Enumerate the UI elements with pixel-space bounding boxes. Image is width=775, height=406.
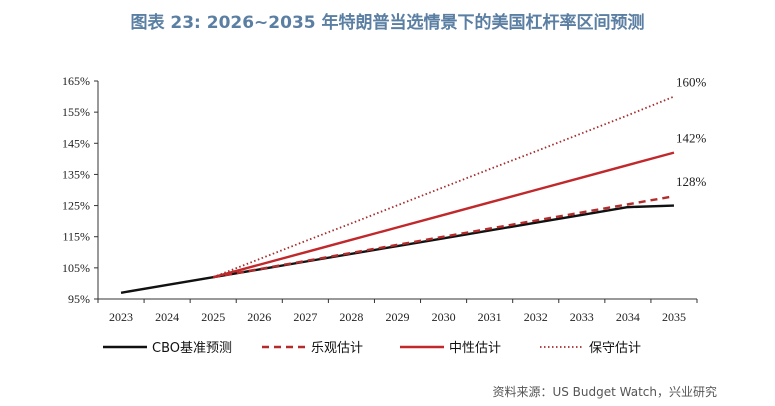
end-labels: 160% 142% 128% — [676, 75, 707, 190]
series-line — [120, 204, 675, 294]
y-axis-ticks: 95% 105% 115% 125% 135% 145% 155% 165% — [62, 74, 98, 306]
y-tick-label: 155% — [62, 105, 90, 119]
y-tick-label: 145% — [62, 136, 90, 150]
y-tick-label: 105% — [62, 261, 90, 275]
legend-label: CBO基准预测 — [152, 341, 232, 356]
end-value-label: 160% — [676, 75, 707, 90]
y-tick-label: 125% — [62, 199, 90, 213]
series-line — [212, 95, 675, 279]
y-tick-label: 115% — [62, 230, 90, 244]
x-tick-label: 2026 — [247, 310, 271, 324]
x-tick-label: 2027 — [293, 310, 317, 324]
x-tick-label: 2025 — [201, 310, 225, 324]
x-tick-label: 2034 — [616, 310, 640, 324]
axes — [97, 81, 697, 300]
series-lines — [120, 95, 675, 294]
y-tick-label: 165% — [62, 74, 90, 88]
legend-label: 乐观估计 — [311, 341, 363, 356]
series-line — [212, 195, 675, 279]
x-tick-label: 2030 — [432, 310, 456, 324]
x-tick-label: 2024 — [155, 310, 179, 324]
x-tick-label: 2032 — [524, 310, 548, 324]
x-tick-label: 2028 — [339, 310, 363, 324]
x-axis-ticks: 2023 2024 2025 2026 2027 2028 2029 2030 2031 2032… — [97, 299, 698, 324]
y-tick-label: 135% — [62, 167, 90, 181]
end-value-label: 142% — [676, 131, 707, 146]
legend-label: 保守估计 — [589, 341, 641, 356]
series-line — [212, 151, 675, 279]
y-tick-label: 95% — [68, 292, 90, 306]
legend-label: 中性估计 — [449, 341, 501, 356]
x-tick-label: 2035 — [662, 310, 686, 324]
x-tick-label: 2033 — [570, 310, 594, 324]
x-tick-label: 2023 — [109, 310, 133, 324]
x-tick-label: 2031 — [478, 310, 502, 324]
legend: CBO基准预测 乐观估计 中性估计 保守估计 — [103, 341, 641, 356]
source-note: 资料来源：US Budget Watch，兴业研究 — [492, 385, 717, 399]
chart-title: 图表 23: 2026~2035 年特朗普当选情景下的美国杠杆率区间预测 — [130, 13, 645, 33]
end-value-label: 128% — [676, 174, 707, 189]
x-tick-label: 2029 — [386, 310, 410, 324]
